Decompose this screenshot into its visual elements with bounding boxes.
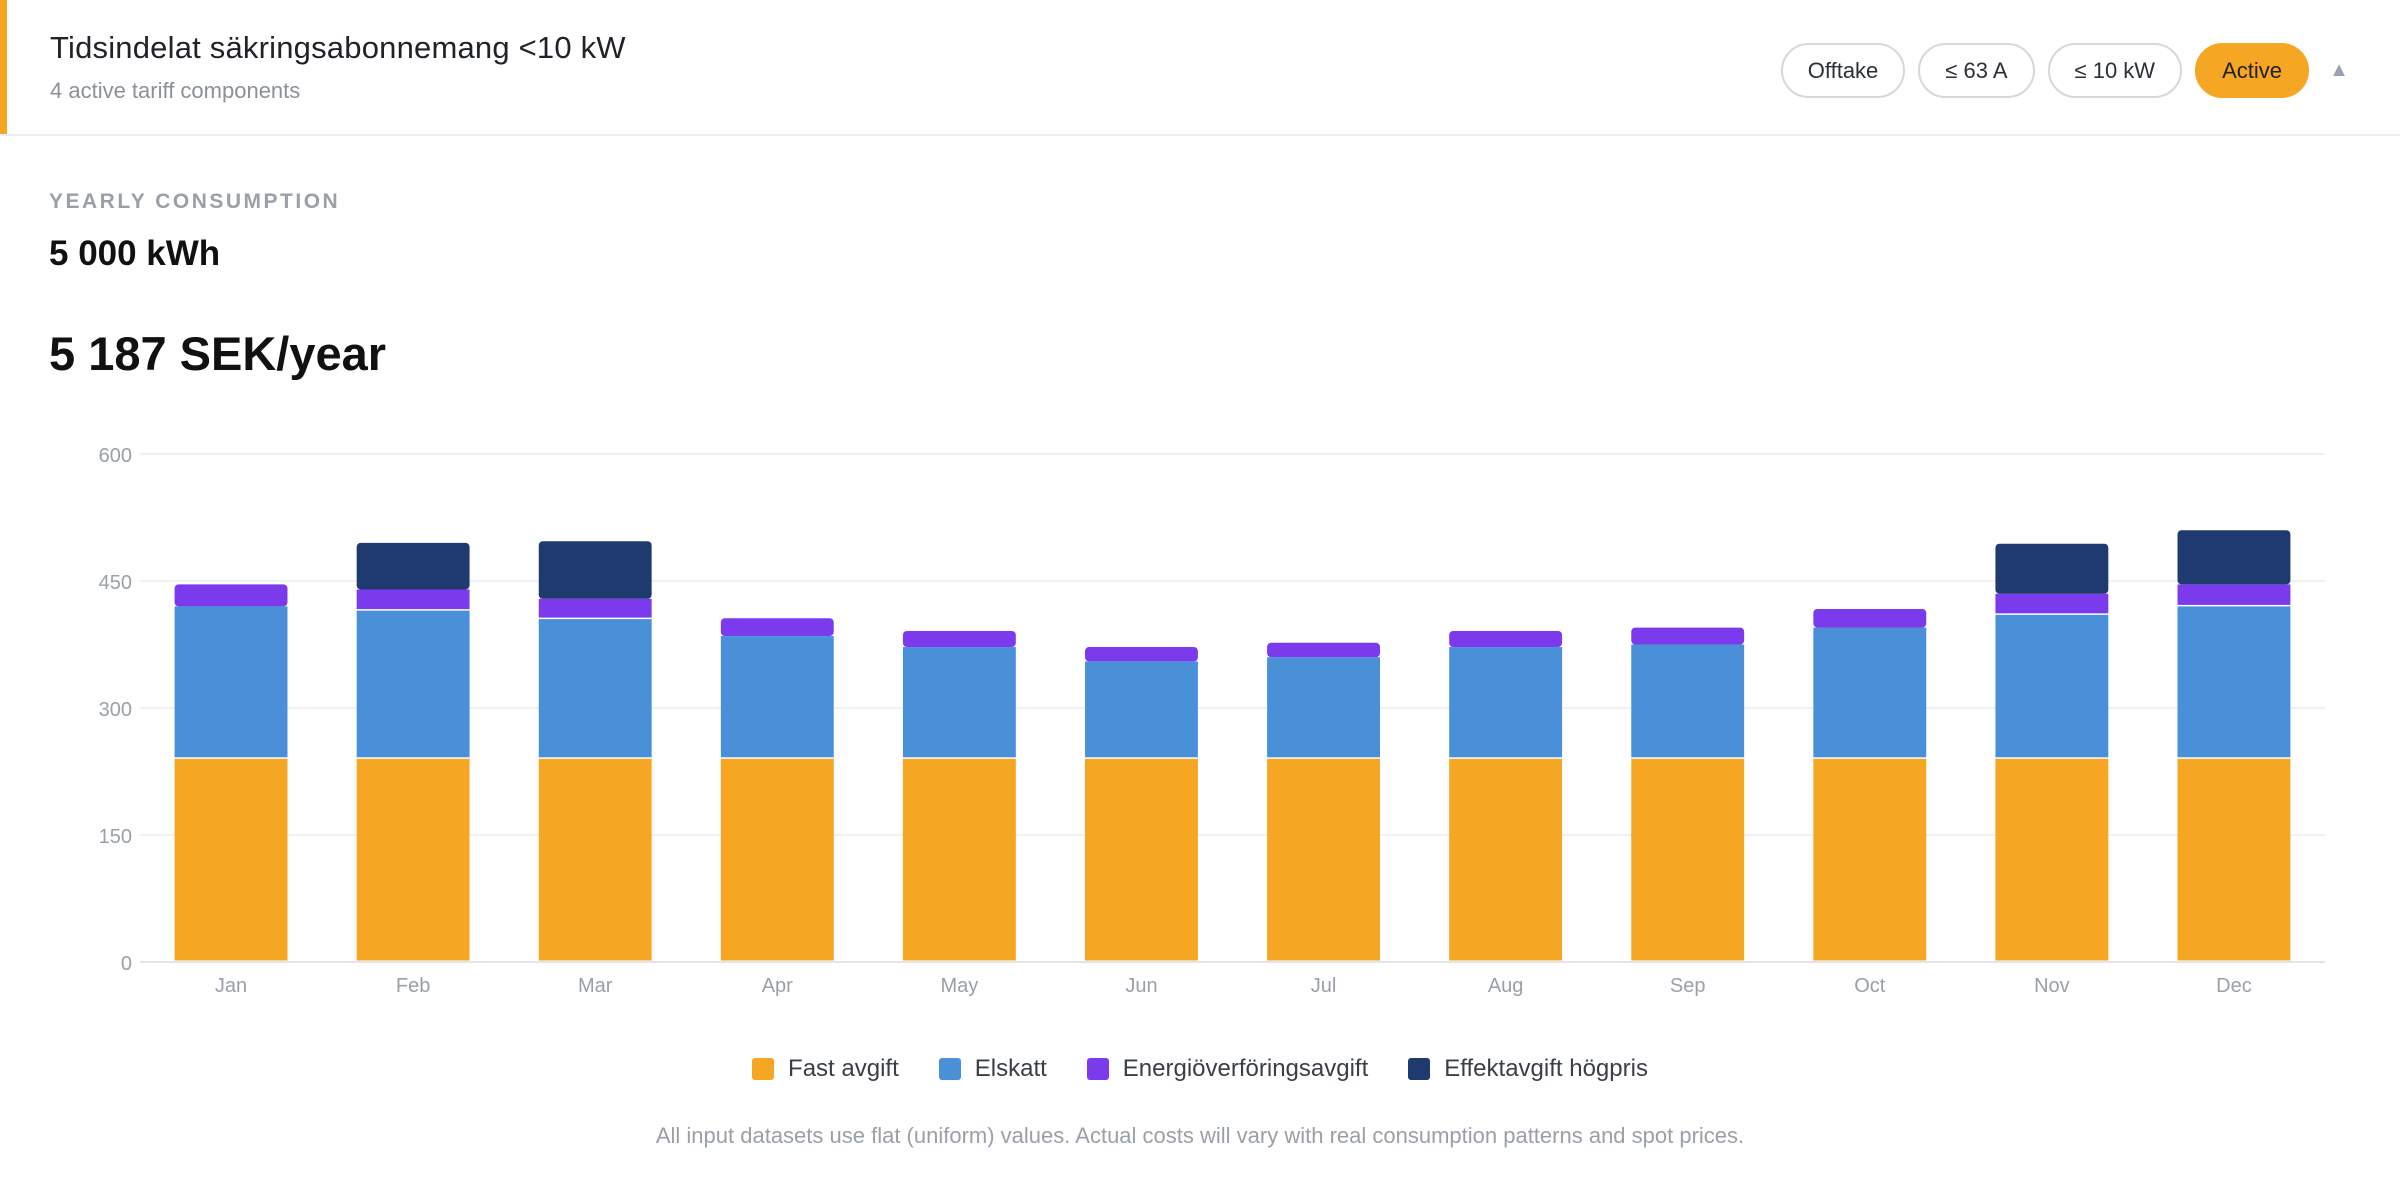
monthly-cost-chart: 0 150 300 450 600 Jan Feb Mar Apr May Jun Jul Aug Sep… [99, 445, 2325, 997]
x-tick-label: May [940, 975, 978, 997]
x-tick-label: Feb [396, 975, 430, 997]
bar-segment [356, 758, 470, 961]
bar-segment [1631, 644, 1745, 758]
chip-fuse-size: ≤ 63 A [1918, 43, 2035, 98]
bar-segment [174, 758, 288, 961]
bar-segment [720, 758, 834, 961]
y-tick-label: 300 [99, 699, 132, 721]
bar-segment [902, 758, 1016, 961]
bar-segment [1995, 593, 2109, 614]
bar-segment [2177, 758, 2291, 961]
bar-segment [2177, 584, 2291, 605]
bar-segment [1631, 627, 1745, 645]
chip-offtake: Offtake [1780, 43, 1906, 98]
legend-swatch [938, 1058, 961, 1080]
bar-segment [1085, 647, 1198, 662]
x-tick-label: Apr [762, 975, 793, 997]
triangle-up-icon[interactable]: ▲ [2329, 59, 2349, 81]
bar-segment [1449, 647, 1563, 758]
bar-segment [538, 619, 652, 758]
tariff-subtitle: 4 active tariff components [50, 78, 301, 103]
x-tick-label: Oct [1854, 975, 1886, 997]
bar-segment [356, 542, 470, 590]
bar-segment [902, 630, 1016, 648]
legend-swatch [1408, 1058, 1431, 1080]
x-tick-label: Aug [1488, 975, 1524, 997]
bar-segment [174, 584, 288, 607]
bar-segment [1267, 642, 1380, 658]
chart-legend: Fast avgift Elskatt Energiöverföringsavgif… [0, 1055, 2400, 1083]
bar-segment [174, 606, 288, 758]
legend-label: Energiöverföringsavgift [1122, 1055, 1369, 1082]
bar-segment [1995, 543, 2109, 594]
footnote: All input datasets use flat (uniform) va… [655, 1123, 1745, 1148]
legend-swatch [752, 1058, 775, 1080]
bar-segment [1813, 627, 1927, 758]
bar-segment [356, 610, 470, 758]
bar-segment [902, 647, 1016, 758]
bar-segment [1995, 614, 2109, 758]
bar-segment [1267, 758, 1380, 961]
bar-segment [720, 636, 834, 758]
legend-item[interactable]: Effektavgift högpris [1408, 1055, 1648, 1083]
bar-segment [2177, 530, 2291, 585]
bar-segment [1631, 758, 1745, 961]
x-tick-label: Jul [1311, 975, 1337, 997]
legend-swatch [1086, 1058, 1109, 1080]
active-accent-bar [0, 0, 7, 134]
bar-segment [1813, 758, 1927, 961]
tariff-card-header[interactable]: Tidsindelat säkringsabonnemang <10 kW 4 … [0, 0, 2400, 136]
bar-segment [1449, 758, 1563, 961]
bar-segment [2177, 606, 2291, 758]
bar-segment [538, 541, 652, 599]
bar-segment [1995, 758, 2109, 961]
legend-item[interactable]: Fast avgift [752, 1055, 899, 1083]
y-tick-label: 450 [99, 572, 132, 594]
x-tick-label: Jan [215, 975, 247, 997]
x-tick-label: Mar [578, 975, 613, 997]
y-tick-label: 600 [99, 445, 132, 467]
yearly-cost: 5 187 SEK/year [49, 327, 387, 380]
y-tick-label: 0 [121, 953, 132, 975]
tariff-chips: Offtake ≤ 63 A ≤ 10 kW Active ▲ [1780, 43, 2354, 98]
legend-label: Fast avgift [788, 1055, 899, 1082]
y-tick-label: 150 [99, 826, 132, 848]
status-badge: Active [2195, 43, 2309, 98]
chip-power-limit: ≤ 10 kW [2047, 43, 2183, 98]
bar-segment [1813, 608, 1927, 628]
consumption-label: YEARLY CONSUMPTION [49, 190, 341, 213]
bar-segment [538, 598, 652, 618]
legend-label: Elskatt [974, 1055, 1047, 1082]
x-tick-label: Jun [1125, 975, 1157, 997]
bar-segment [720, 618, 834, 637]
bar-segment [538, 758, 652, 961]
legend-label: Effektavgift högpris [1444, 1055, 1648, 1082]
bar-segment [1085, 661, 1198, 758]
bar-segment [1449, 630, 1563, 648]
bar-segment [1267, 657, 1380, 758]
x-tick-label: Sep [1670, 975, 1706, 997]
consumption-value: 5 000 kWh [49, 234, 221, 273]
x-tick-label: Nov [2034, 975, 2070, 997]
legend-item[interactable]: Elskatt [938, 1055, 1047, 1083]
legend-item[interactable]: Energiöverföringsavgift [1086, 1055, 1369, 1083]
tariff-title: Tidsindelat säkringsabonnemang <10 kW [50, 30, 626, 65]
bar-segment [1085, 758, 1198, 961]
bar-segment [356, 589, 470, 610]
x-tick-label: Dec [2216, 975, 2252, 997]
